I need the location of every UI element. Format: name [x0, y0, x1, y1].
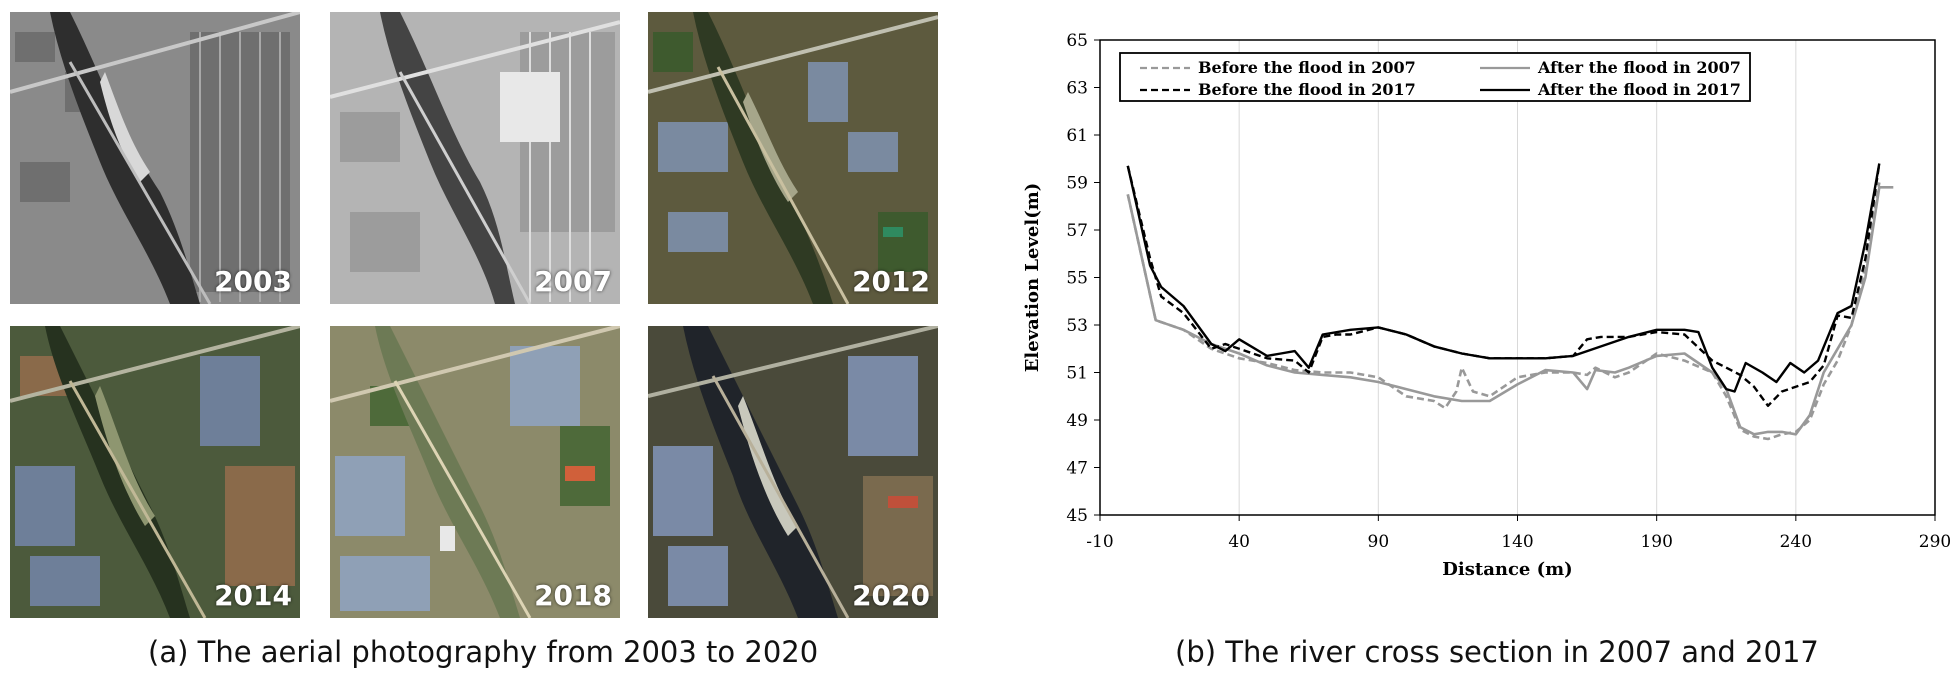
x-tick-label: 290 — [1919, 532, 1950, 552]
series-line-2 — [1126, 186, 1894, 436]
photo-year-label: 2003 — [214, 265, 292, 298]
y-tick-label: 63 — [1066, 79, 1088, 99]
aerial-terrain — [648, 326, 938, 618]
aerial-photo: 2014 — [10, 326, 300, 618]
y-tick-label: 61 — [1066, 126, 1088, 146]
y-tick-label: 59 — [1066, 174, 1088, 194]
photo-year-label: 2012 — [852, 265, 930, 298]
x-tick-label: 90 — [1368, 532, 1390, 552]
x-axis-label: Distance (m) — [1442, 559, 1572, 580]
y-tick-label: 53 — [1066, 316, 1088, 336]
chart-caption: (b) The river cross section in 2007 and … — [1175, 635, 1819, 669]
cross-section-chart: -10 40 90 140 190 240 290 45 47 49 51 53 55 57 59 61 63 6… — [1022, 31, 1950, 580]
x-tick-label: 140 — [1501, 532, 1533, 552]
y-tick-label: 65 — [1066, 31, 1088, 51]
series-line-1 — [1126, 182, 1881, 441]
chart-legend: Before the flood in 2007 After the flood … — [1119, 52, 1751, 102]
chart-grid — [1099, 40, 1936, 515]
x-tick-label: 190 — [1640, 532, 1672, 552]
y-tick-label: 47 — [1066, 459, 1088, 479]
legend-entry-label: Before the flood in 2017 — [1198, 80, 1416, 99]
series-line-3 — [1126, 163, 1881, 407]
photo-year-label: 2018 — [534, 579, 612, 612]
legend-box — [1119, 52, 1751, 102]
legend-entry-label: After the flood in 2017 — [1537, 80, 1741, 99]
aerial-terrain — [330, 12, 620, 304]
aerial-photo: 2012 — [648, 12, 938, 304]
aerial-photo: 2020 — [648, 326, 938, 618]
y-tick-label: 45 — [1066, 506, 1088, 526]
aerial-photo: 2018 — [330, 326, 620, 618]
photo-year-label: 2020 — [852, 579, 930, 612]
photos-caption: (a) The aerial photography from 2003 to … — [148, 635, 819, 669]
chart-series — [1126, 163, 1894, 441]
x-tick-label: 40 — [1228, 532, 1250, 552]
chart-ticks: -10 40 90 140 190 240 290 45 47 49 51 53 55 57 59 61 63 6… — [1066, 31, 1950, 552]
aerial-terrain — [10, 326, 300, 618]
aerial-terrain — [648, 12, 938, 304]
aerial-terrain — [10, 12, 300, 304]
legend-entry-label: After the flood in 2007 — [1537, 58, 1741, 77]
x-tick-label: 240 — [1780, 532, 1812, 552]
y-tick-label: 49 — [1066, 411, 1088, 431]
y-tick-label: 51 — [1066, 364, 1088, 384]
y-axis-label: Elevation Level(m) — [1022, 183, 1043, 373]
series-line-4 — [1126, 163, 1881, 393]
aerial-terrain — [330, 326, 620, 618]
x-tick-label: -10 — [1086, 532, 1113, 552]
y-tick-label: 55 — [1066, 269, 1088, 289]
legend-entry-label: Before the flood in 2007 — [1198, 58, 1416, 77]
aerial-photo: 2007 — [330, 12, 620, 304]
photo-year-label: 2014 — [214, 579, 292, 612]
y-tick-label: 57 — [1066, 221, 1088, 241]
aerial-photo: 2003 — [10, 12, 300, 304]
photo-year-label: 2007 — [534, 265, 612, 298]
